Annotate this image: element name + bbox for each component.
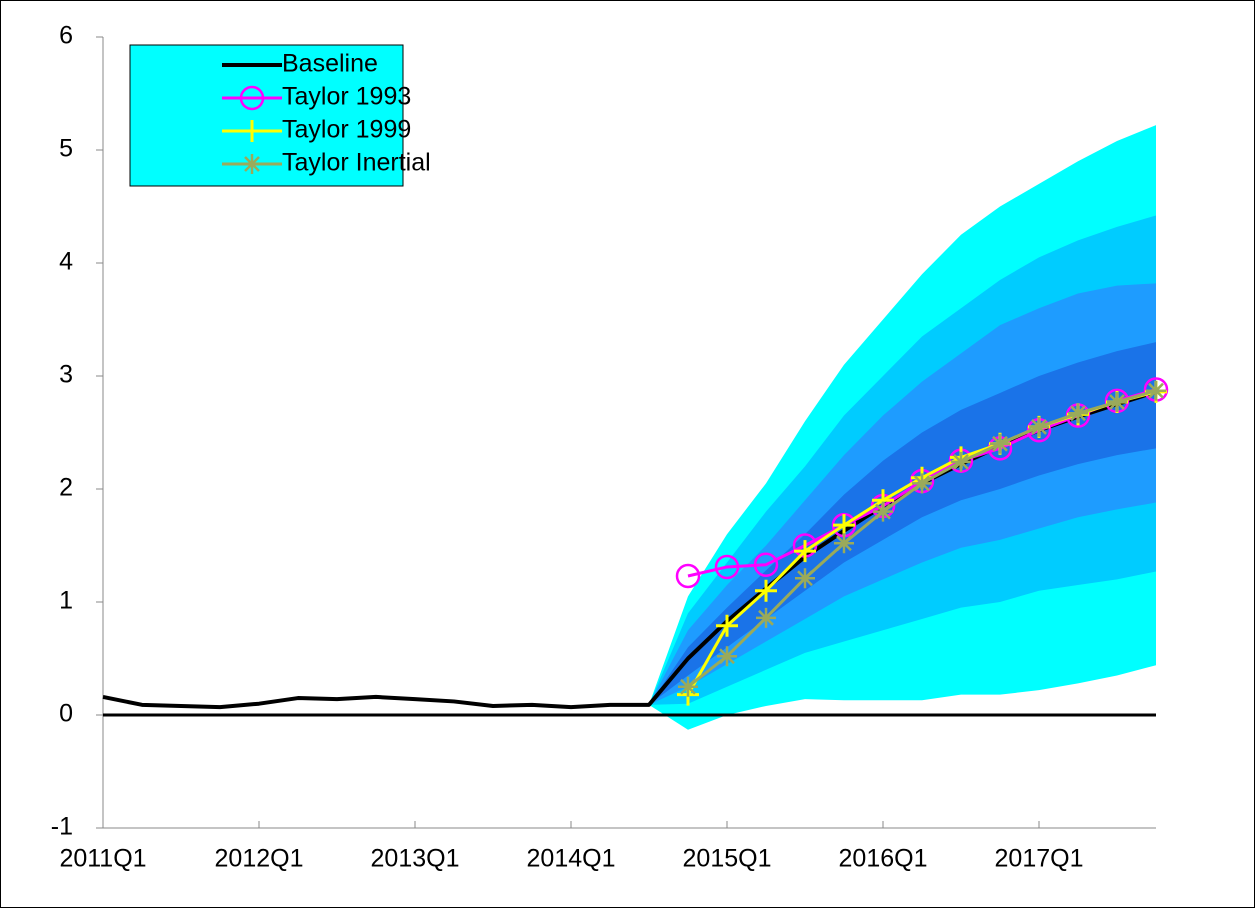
legend-label: Taylor Inertial	[282, 149, 431, 177]
legend-label: Taylor 1999	[282, 116, 411, 144]
y-tick-label: 5	[59, 135, 73, 163]
marker	[1029, 416, 1049, 437]
x-tick-label: 2013Q1	[371, 845, 460, 873]
x-tick-label: 2016Q1	[839, 845, 928, 873]
marker	[990, 433, 1010, 454]
marker	[717, 646, 737, 667]
marker	[239, 85, 265, 111]
marker	[873, 501, 893, 522]
marker	[716, 614, 738, 637]
x-tick-label: 2015Q1	[683, 845, 772, 873]
marker	[1068, 403, 1088, 424]
marker	[678, 676, 698, 697]
y-tick-label: 3	[59, 361, 73, 389]
marker	[833, 514, 855, 537]
marker	[753, 552, 779, 577]
legend-label: Taylor 1993	[282, 83, 411, 111]
marker	[714, 554, 740, 580]
y-tick-label: 6	[59, 22, 73, 50]
y-tick-label: 0	[59, 700, 73, 728]
y-tick-label: 2	[59, 474, 73, 502]
marker	[242, 154, 262, 174]
marker	[1146, 380, 1166, 401]
y-tick-label: 1	[59, 587, 73, 615]
marker	[834, 533, 854, 554]
marker	[241, 120, 263, 142]
x-tick-label: 2017Q1	[995, 845, 1084, 873]
marker	[756, 607, 776, 628]
marker	[675, 563, 701, 589]
x-tick-label: 2014Q1	[527, 845, 616, 873]
y-tick-label: -1	[51, 813, 73, 841]
marker	[795, 568, 815, 589]
marker	[794, 540, 816, 563]
x-tick-label: 2012Q1	[215, 845, 304, 873]
marker	[755, 579, 777, 602]
x-tick-label: 2011Q1	[59, 845, 146, 873]
legend-label: Baseline	[282, 50, 378, 78]
marker	[912, 473, 932, 494]
marker	[1107, 391, 1127, 412]
y-tick-label: 4	[59, 248, 73, 276]
marker	[951, 451, 971, 472]
